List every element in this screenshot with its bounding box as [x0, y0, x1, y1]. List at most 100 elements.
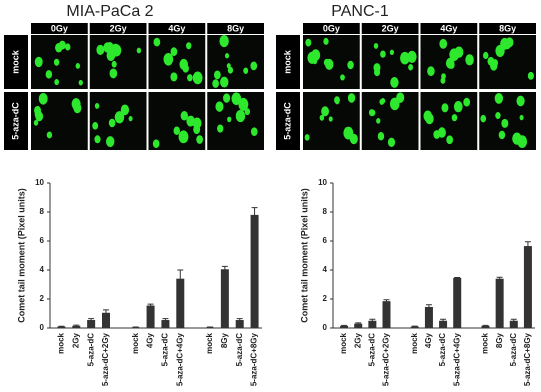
comet [238, 97, 249, 111]
bar [495, 278, 504, 328]
x-tick-label: 5-aza-dC [438, 333, 447, 367]
bar [509, 320, 518, 328]
comet [379, 98, 385, 105]
bar [161, 320, 170, 328]
comet [106, 42, 114, 52]
comet [179, 58, 188, 70]
y-tick-label: 0 [323, 323, 328, 332]
panel-title: PANC-1 [331, 3, 389, 20]
comet [439, 38, 448, 49]
x-tick-label: mock [131, 332, 140, 353]
panel-title: MIA-PaCa 2 [66, 3, 153, 20]
x-tick-label: 2Gy [353, 332, 362, 348]
comet [463, 97, 471, 107]
bar [424, 306, 433, 328]
column-label: 8Gy [499, 23, 516, 33]
x-tick-label: 5-aza-dC+8Gy [250, 332, 259, 386]
error-bar [454, 277, 461, 279]
error-bar [147, 303, 154, 307]
error-bar [524, 241, 531, 251]
comet [387, 137, 396, 147]
comet [400, 51, 410, 65]
row-header [4, 92, 28, 150]
row-label: 5-aza-dC [282, 102, 292, 140]
comet [217, 124, 224, 133]
column-label: 0Gy [323, 23, 340, 33]
bar [481, 325, 490, 328]
comet [490, 60, 498, 71]
bar [354, 323, 363, 328]
y-tick-label: 2 [323, 294, 328, 303]
comet [53, 58, 60, 66]
comet [441, 103, 449, 113]
y-tick-label: 8 [40, 207, 45, 216]
comet [512, 132, 522, 145]
error-bar [496, 276, 503, 281]
bar [250, 214, 259, 328]
comet [370, 109, 376, 116]
comet [212, 79, 219, 88]
comet [173, 126, 181, 135]
comet [427, 66, 435, 77]
comet [55, 42, 63, 53]
comet [408, 64, 414, 71]
x-tick-label: 5-aza-dC [161, 333, 170, 367]
comet [192, 117, 202, 129]
comet [449, 48, 460, 62]
comet [319, 114, 325, 121]
column-header [420, 23, 478, 34]
bar [131, 327, 140, 328]
comet [396, 92, 405, 103]
bar [176, 278, 185, 328]
comet [407, 50, 417, 63]
comet [325, 58, 334, 70]
column-label: 4Gy [168, 23, 185, 33]
comet [503, 38, 512, 50]
comet [376, 118, 381, 124]
comet [106, 136, 115, 148]
comet [152, 139, 160, 149]
y-tick-label: 4 [323, 265, 328, 274]
bar [87, 320, 96, 328]
comet [328, 116, 333, 122]
comet [226, 63, 231, 69]
x-tick-label: 5-aza-dC [367, 333, 376, 367]
bar [220, 269, 229, 328]
comet [94, 103, 100, 109]
error-bar [251, 207, 258, 223]
comet [423, 110, 433, 122]
error-bar [411, 325, 418, 327]
comet [54, 78, 60, 86]
x-tick-label: 4Gy [146, 332, 155, 348]
comet [307, 51, 317, 64]
column-header [361, 23, 419, 34]
x-tick-label: 5-aza-dC [86, 333, 95, 367]
comet [187, 74, 193, 82]
comet [46, 131, 53, 139]
comet [170, 72, 178, 82]
comet [186, 115, 195, 127]
comet [153, 37, 161, 47]
bar [206, 327, 214, 328]
x-tick-label: 8Gy [220, 332, 229, 348]
comet [390, 77, 399, 88]
comet [323, 37, 329, 45]
comet [75, 63, 81, 69]
comet [78, 79, 83, 86]
bar [368, 320, 377, 328]
error-bar [132, 326, 139, 328]
column-label: 4Gy [440, 23, 457, 33]
error-bar [221, 265, 228, 273]
comet [223, 93, 231, 103]
comet-image [89, 35, 147, 89]
comet [220, 76, 229, 88]
comet [495, 112, 501, 120]
comet [213, 70, 221, 80]
x-tick-label: mock [205, 332, 214, 353]
comet [498, 130, 506, 140]
comet [433, 130, 441, 139]
bar [410, 326, 419, 328]
comet [334, 96, 340, 104]
column-label: 8Gy [227, 23, 244, 33]
